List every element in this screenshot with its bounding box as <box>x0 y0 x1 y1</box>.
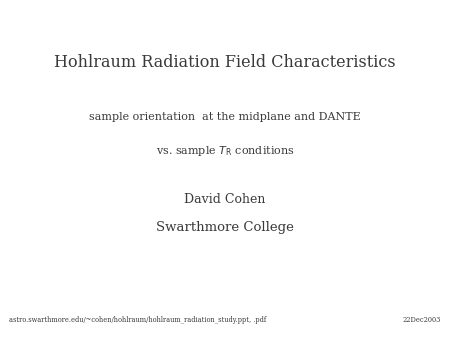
Text: David Cohen: David Cohen <box>184 193 266 206</box>
Text: astro.swarthmore.edu/~cohen/hohlraum/hohlraum_radiation_study.ppt, .pdf: astro.swarthmore.edu/~cohen/hohlraum/hoh… <box>9 316 266 324</box>
Text: Swarthmore College: Swarthmore College <box>156 221 294 234</box>
Text: sample orientation  at the midplane and DANTE: sample orientation at the midplane and D… <box>89 112 361 122</box>
Text: vs. sample $\mathit{T}_{\mathrm{R}}$ conditions: vs. sample $\mathit{T}_{\mathrm{R}}$ con… <box>156 144 294 158</box>
Text: Hohlraum Radiation Field Characteristics: Hohlraum Radiation Field Characteristics <box>54 54 396 71</box>
Text: 22Dec2003: 22Dec2003 <box>403 316 441 324</box>
